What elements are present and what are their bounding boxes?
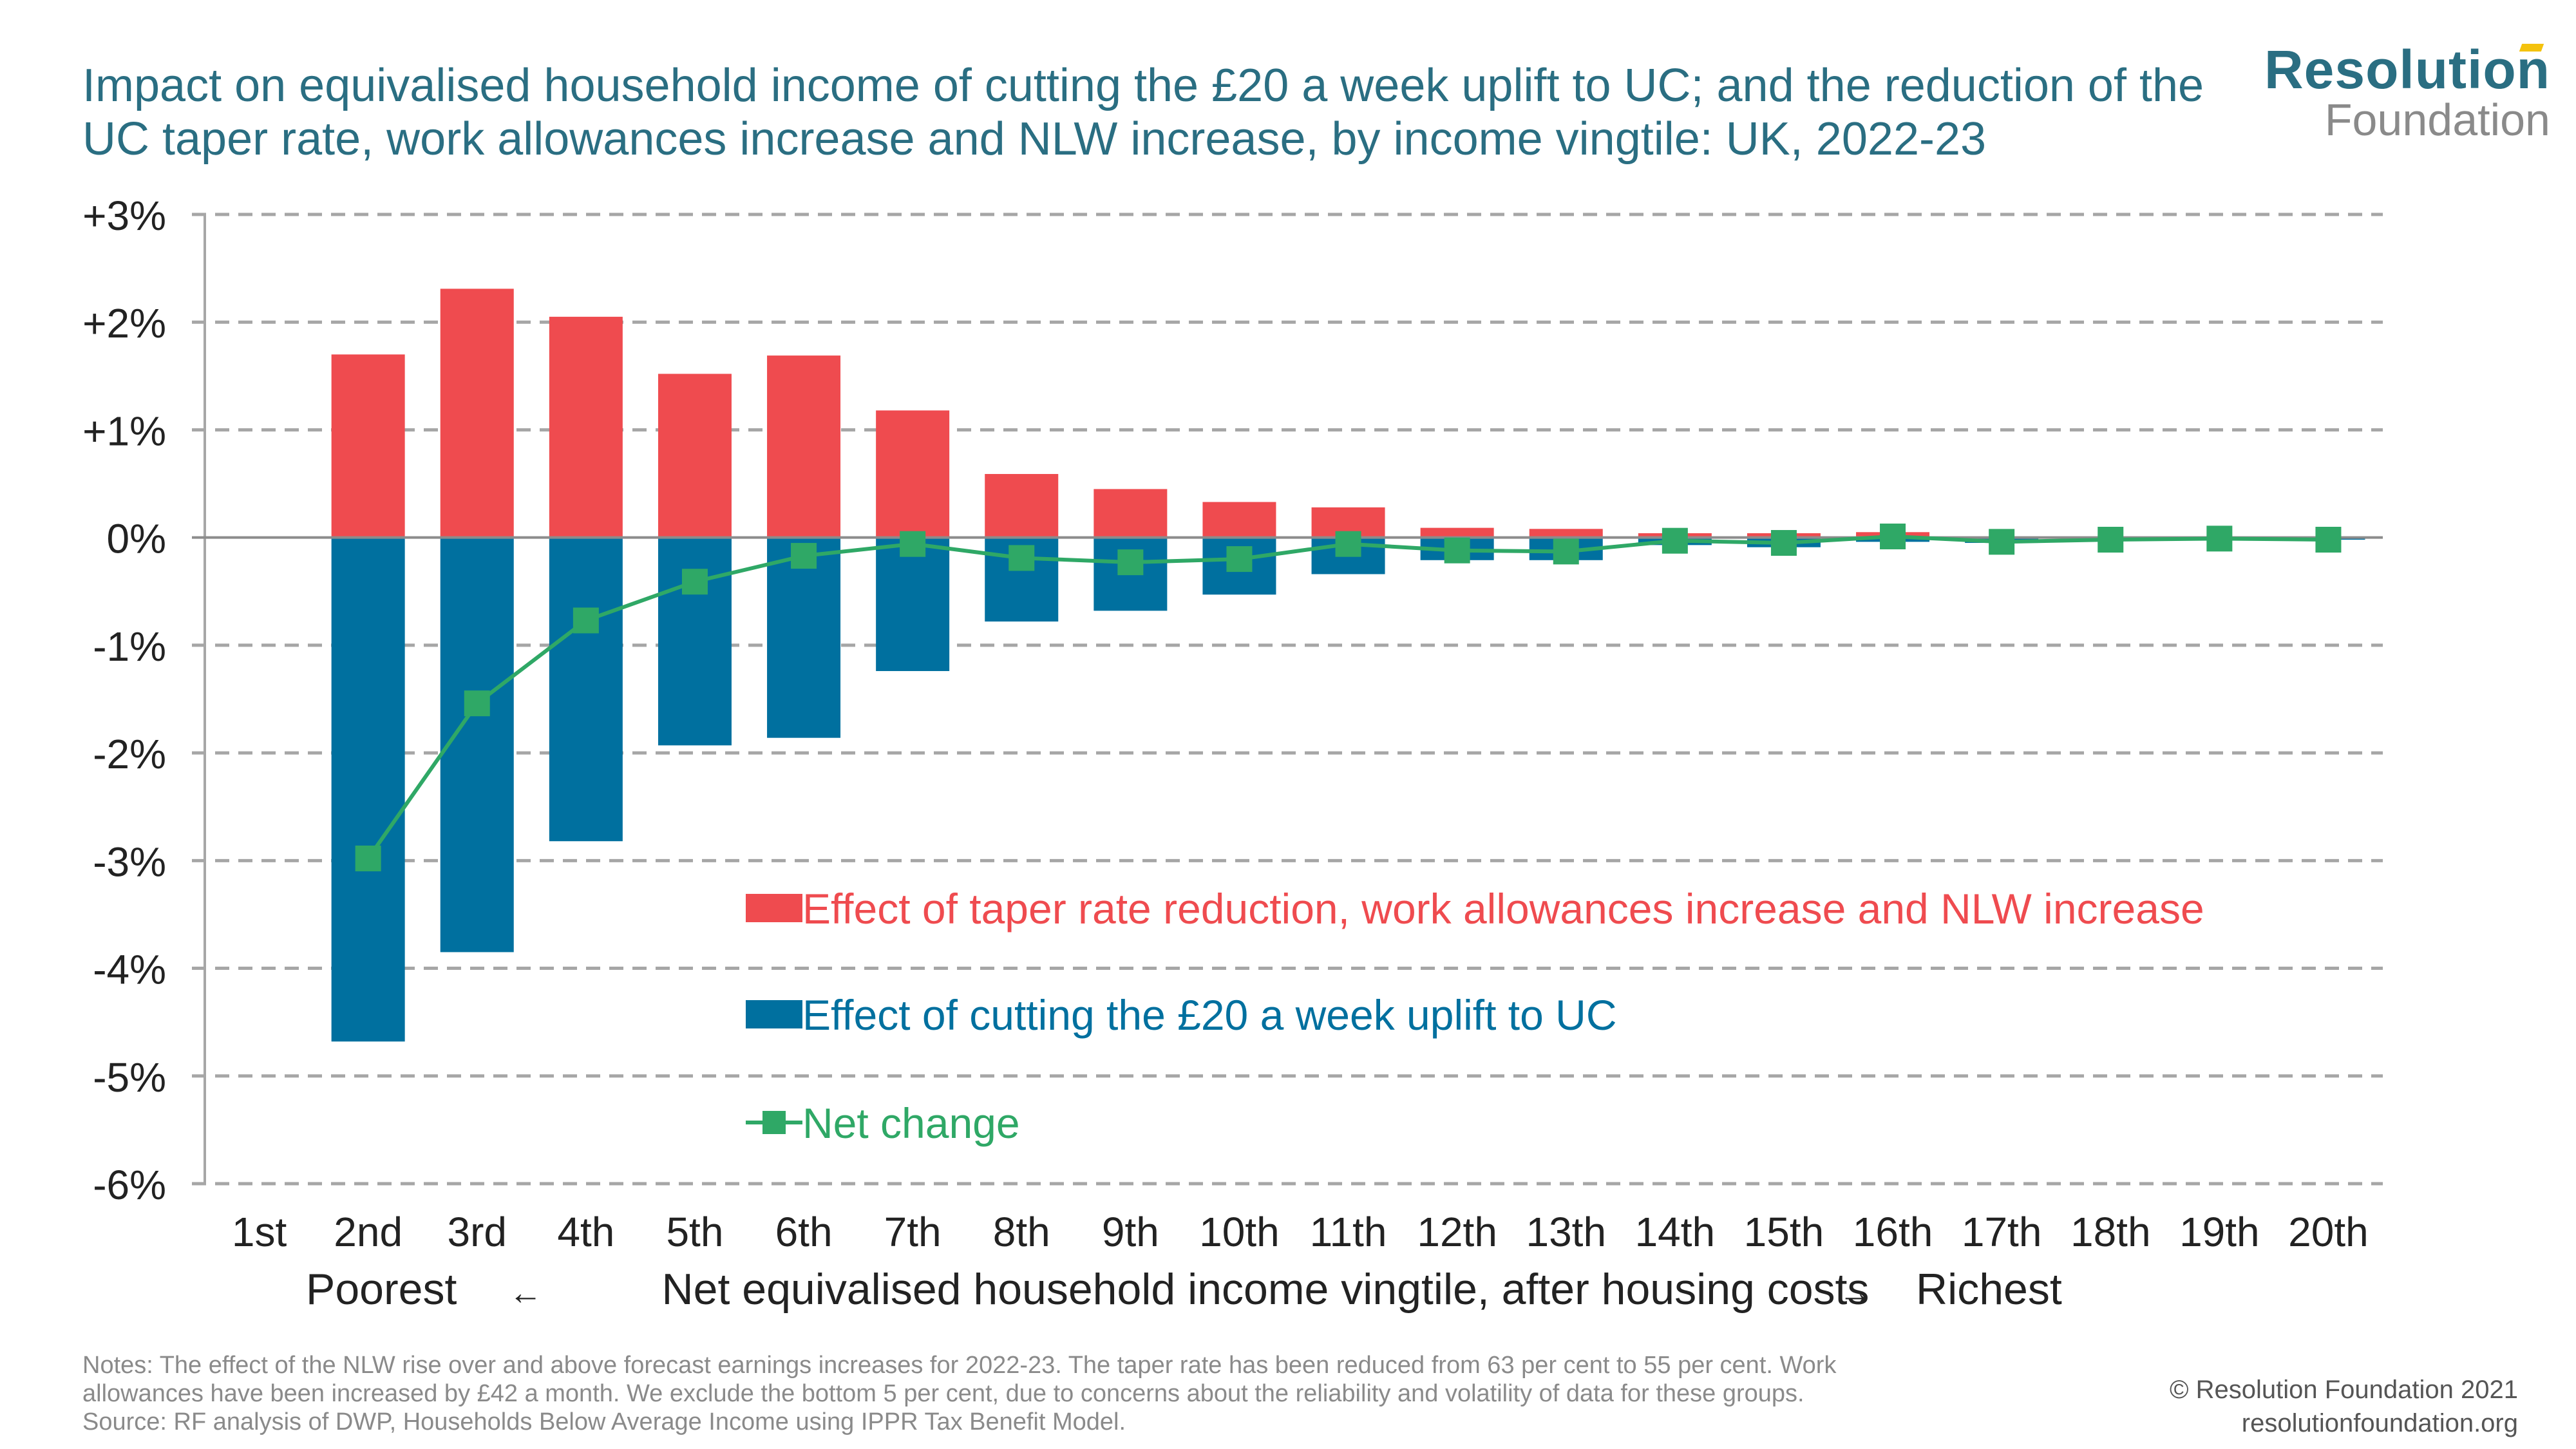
y-tick-label: -2%	[93, 731, 166, 777]
x-axis-label: Net equivalised household income vingtil…	[662, 1265, 1870, 1314]
x-tick-label: 7th	[884, 1209, 942, 1255]
notes-line: allowances have been increased by £42 a …	[82, 1380, 1804, 1407]
legend-item-uplift-cut-label: Effect of cutting the £20 a week uplift …	[802, 991, 1617, 1039]
x-tick-label: 8th	[993, 1209, 1050, 1255]
x-tick-label: 3rd	[448, 1209, 507, 1255]
x-tick-label: 9th	[1102, 1209, 1159, 1255]
bar-taper-effect	[1202, 502, 1276, 538]
x-axis-arrow-right: →	[1839, 1274, 1872, 1312]
bars	[331, 289, 2365, 1042]
x-tick-label: 13th	[1526, 1209, 1606, 1255]
chart-title: Impact on equivalised household income o…	[82, 60, 2204, 165]
legend-item-taper-swatch	[746, 894, 802, 922]
chart-notes: Notes: The effect of the NLW rise over a…	[82, 1351, 2047, 1436]
y-tick-label: -3%	[93, 838, 166, 885]
x-tick-label: 17th	[1962, 1209, 2042, 1255]
chart: +3% +2% +1% 0% -1% -2% -3% -4% -5% -6% 1st 2nd 3rd 4t…	[82, 193, 2383, 1314]
y-tick-label: +1%	[82, 408, 166, 454]
legend-item-net-change-swatch-marker	[762, 1111, 786, 1134]
y-tick-label: -1%	[93, 623, 166, 670]
bar-taper-effect	[767, 355, 841, 538]
y-tick-label: -6%	[93, 1162, 166, 1208]
net-change-marker	[1444, 537, 1470, 564]
x-tick-label: 20th	[2288, 1209, 2369, 1255]
logo-wordmark-top: Resolution	[2264, 39, 2550, 100]
net-change-marker	[355, 845, 381, 871]
resolution-foundation-logo: Resolution Foundation	[2241, 39, 2550, 148]
net-change-line	[355, 523, 2342, 871]
bar-taper-effect	[1420, 527, 1494, 538]
y-tick-label: -5%	[93, 1054, 166, 1101]
legend: Effect of taper rate reduction, work all…	[746, 885, 2204, 1147]
net-change-marker	[1989, 529, 2015, 555]
bar-taper-effect	[440, 289, 514, 538]
x-tick-label: 16th	[1853, 1209, 1933, 1255]
net-change-marker	[681, 569, 708, 595]
x-tick-label: 19th	[2179, 1209, 2260, 1255]
bar-uplift-cut-effect	[549, 537, 623, 842]
net-change-marker	[573, 607, 599, 634]
legend-item-net-change-label: Net change	[802, 1099, 1020, 1147]
x-tick-label: 14th	[1635, 1209, 1716, 1255]
x-tick-label: 18th	[2070, 1209, 2151, 1255]
x-tick-label: 11th	[1310, 1209, 1387, 1255]
bar-uplift-cut-effect	[658, 537, 732, 746]
x-tick-label: 4th	[557, 1209, 614, 1255]
net-change-marker	[1009, 545, 1035, 571]
net-change-marker	[1335, 531, 1361, 557]
bar-taper-effect	[331, 354, 405, 538]
axes: +3% +2% +1% 0% -1% -2% -3% -4% -5% -6% 1st 2nd 3rd 4t…	[82, 193, 2383, 1314]
bar-uplift-cut-effect	[331, 537, 405, 1042]
y-tick-label: 0%	[107, 516, 167, 562]
x-axis-label-richest: Richest	[1916, 1265, 2062, 1314]
net-change-marker	[1770, 530, 1797, 556]
legend-item-taper-label: Effect of taper rate reduction, work all…	[802, 885, 2204, 933]
net-change-marker	[1117, 549, 1144, 576]
logo-wordmark-bottom: Foundation	[2324, 95, 2550, 145]
net-change-marker	[2315, 527, 2342, 553]
x-tick-label: 10th	[1199, 1209, 1280, 1255]
x-tick-label: 1st	[232, 1209, 287, 1255]
y-tick-label: -4%	[93, 947, 166, 993]
x-tick-label: 2nd	[334, 1209, 402, 1255]
bar-taper-effect	[549, 316, 623, 538]
bar-uplift-cut-effect	[440, 537, 514, 952]
x-tick-label: 5th	[666, 1209, 723, 1255]
y-tick-label: +2%	[82, 300, 166, 346]
bar-uplift-cut-effect	[767, 537, 841, 738]
y-tick-label: +3%	[82, 193, 166, 239]
net-change-marker	[464, 690, 490, 717]
x-axis-arrow-left: ←	[509, 1274, 542, 1312]
bar-uplift-cut-effect	[876, 537, 950, 672]
bar-taper-effect	[658, 374, 732, 538]
net-change-marker	[1880, 523, 1906, 549]
net-change-marker	[900, 531, 926, 557]
net-change-marker	[2206, 526, 2233, 552]
notes-line: Notes: The effect of the NLW rise over a…	[82, 1352, 1837, 1379]
x-axis-label-poorest: Poorest	[306, 1265, 457, 1314]
x-tick-label: 6th	[775, 1209, 833, 1255]
net-change-marker	[791, 543, 817, 569]
gridlines	[192, 213, 2383, 1186]
net-change-marker	[2098, 527, 2124, 553]
copyright-line: © Resolution Foundation 2021	[2170, 1376, 2518, 1404]
net-change-marker	[1226, 546, 1253, 573]
x-tick-label: 12th	[1417, 1209, 1497, 1255]
legend-item-uplift-cut-swatch	[746, 1000, 802, 1028]
bar-taper-effect	[985, 474, 1059, 538]
notes-line: Source: RF analysis of DWP, Households B…	[82, 1408, 1126, 1435]
copyright: © Resolution Foundation 2021 resolutionf…	[2170, 1373, 2518, 1440]
net-change-marker	[1553, 538, 1579, 565]
bar-taper-effect	[1094, 489, 1168, 538]
net-change-marker	[1662, 527, 1688, 554]
website-line: resolutionfoundation.org	[2241, 1409, 2518, 1437]
bar-taper-effect	[876, 410, 950, 538]
bar-taper-effect	[1529, 529, 1603, 538]
x-tick-label: 15th	[1744, 1209, 1824, 1255]
